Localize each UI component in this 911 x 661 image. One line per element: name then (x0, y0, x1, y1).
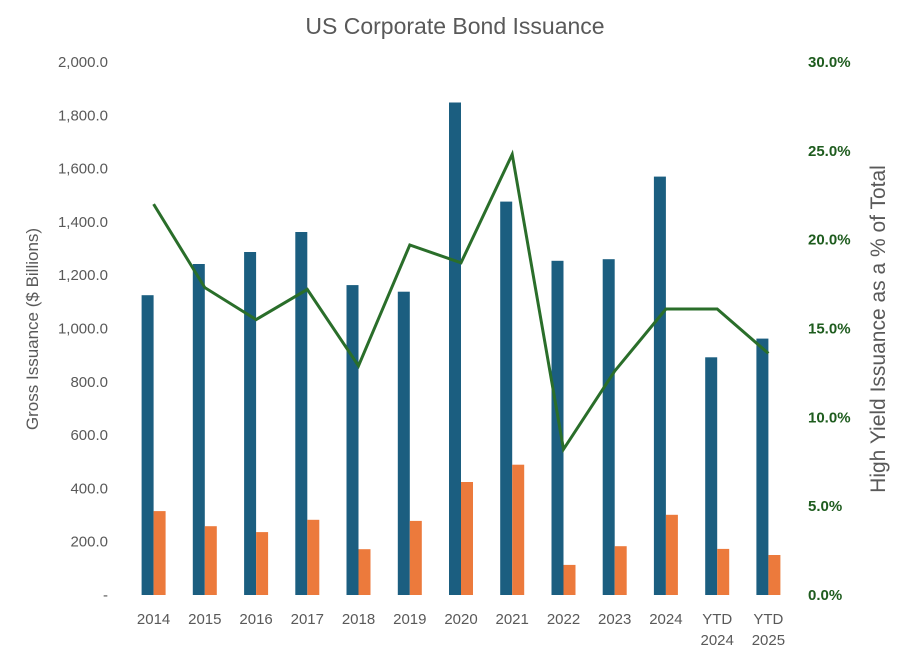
y-tick-label: 1,800.0 (58, 107, 108, 124)
bar (756, 338, 769, 595)
x-tick-label: YTD (702, 611, 732, 628)
line-layer (152, 149, 770, 454)
x-tick-label: 2022 (547, 611, 580, 628)
bar (409, 520, 422, 595)
y2-tick-label: 20.0% (808, 232, 851, 249)
chart-title: US Corporate Bond Issuance (305, 13, 604, 39)
bar (141, 295, 154, 595)
y-tick-label: 800.0 (70, 374, 108, 391)
y-tick-label: 400.0 (70, 480, 108, 497)
x-tick-label: 2017 (291, 611, 324, 628)
y2-tick-label: 10.0% (808, 409, 851, 426)
x-tick-label: 2024 (701, 632, 734, 649)
series-line (152, 149, 770, 454)
bar (449, 102, 461, 595)
bar (614, 546, 627, 595)
bar (192, 264, 205, 595)
bar (512, 464, 525, 595)
bar-layer (141, 102, 781, 595)
y2-axis-label: High Yield Issuance as a % of Total (867, 165, 890, 493)
x-tick-label: 2021 (496, 611, 529, 628)
bar (397, 291, 410, 595)
x-tick-label: 2018 (342, 611, 375, 628)
bar (717, 548, 730, 595)
x-tick-label: YTD (753, 611, 783, 628)
bar (500, 201, 513, 595)
bar (244, 252, 257, 595)
y-axis-label: Gross Issuance ($ Billions) (23, 228, 42, 430)
y2-tick-label: 30.0% (808, 54, 851, 71)
bar (602, 259, 615, 595)
bar (461, 482, 473, 595)
y-tick-label: - (103, 587, 108, 604)
bar (307, 519, 320, 595)
x-axis-ticks: 2014 2015 2016 2017 2018 2019 2020 2021 2022 2023… (137, 611, 785, 649)
y-axis-ticks: - 200.0 400.0 600.0 800.0 1,000.0 1,200.0 1,400… (58, 54, 108, 604)
bar (768, 555, 781, 595)
y2-axis-ticks: 0.0% 5.0% 10.0% 15.0% 20.0% 25.0% 30.0% (808, 54, 851, 604)
y-tick-label: 1,000.0 (58, 321, 108, 338)
bar (256, 532, 269, 595)
y2-tick-label: 5.0% (808, 498, 842, 515)
bar (204, 526, 217, 595)
x-tick-label: 2020 (444, 611, 477, 628)
bar (551, 260, 564, 595)
bar (665, 514, 678, 595)
x-tick-label: 2016 (239, 611, 272, 628)
x-tick-label: 2014 (137, 611, 170, 628)
y-tick-label: 1,600.0 (58, 161, 108, 178)
y2-tick-label: 15.0% (808, 321, 851, 338)
y-tick-label: 2,000.0 (58, 54, 108, 71)
y-tick-label: 200.0 (70, 534, 108, 551)
bar (705, 357, 718, 595)
y-tick-label: 600.0 (70, 427, 108, 444)
x-tick-label: 2024 (649, 611, 682, 628)
x-tick-label: 2019 (393, 611, 426, 628)
y2-tick-label: 0.0% (808, 587, 842, 604)
bar (653, 176, 666, 595)
bar (153, 511, 166, 595)
bar (563, 564, 576, 595)
y2-tick-label: 25.0% (808, 143, 851, 160)
x-tick-label: 2023 (598, 611, 631, 628)
x-tick-label: 2015 (188, 611, 221, 628)
y-tick-label: 1,400.0 (58, 214, 108, 231)
x-tick-label: 2025 (752, 632, 785, 649)
bar (346, 285, 359, 595)
bar (358, 549, 371, 595)
y-tick-label: 1,200.0 (58, 267, 108, 284)
bar (295, 232, 308, 595)
